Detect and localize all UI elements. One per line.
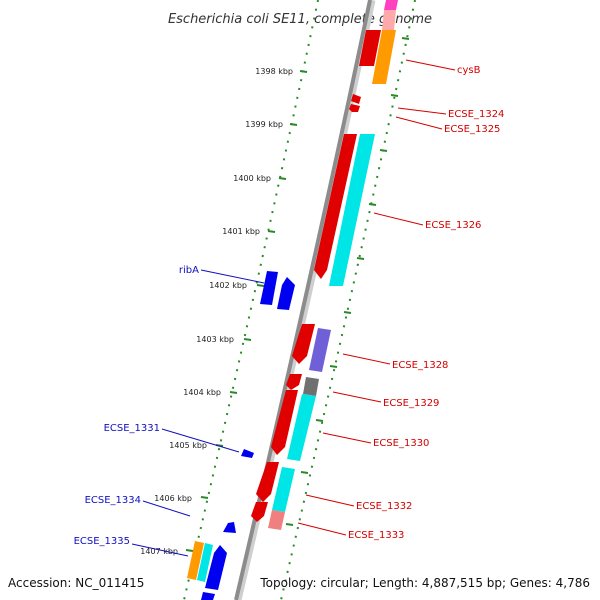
gene-label: cysB: [457, 65, 481, 76]
tick-label: 1406 kbp: [154, 494, 192, 503]
gene-label: ECSE_1328: [392, 360, 448, 371]
tick-mark: [343, 311, 352, 314]
reverse-cds-feature: [205, 545, 227, 590]
forward-cds-feature: [349, 104, 360, 112]
tick-mark: [285, 523, 294, 526]
forward-cds-feature: [314, 134, 357, 279]
gene-label: ECSE_1324: [448, 109, 504, 120]
tick-label: 1399 kbp: [245, 120, 283, 129]
tick-mark: [289, 123, 298, 126]
tick-label: 1400 kbp: [233, 174, 271, 183]
tick-labels: 1398 kbp 1399 kbp 1400 kbp 1401 kbp 1402…: [140, 67, 293, 556]
cog-feature-pink: [384, 0, 398, 10]
gene-label: ECSE_1330: [373, 438, 429, 449]
tick-mark: [299, 70, 308, 73]
cog-feature-purple: [309, 328, 331, 372]
tick-label: 1401 kbp: [222, 227, 260, 236]
leader-line: [142, 500, 191, 517]
cog-feature-salmon: [268, 510, 285, 530]
gene-label: ECSE_1329: [383, 398, 439, 409]
gene-label: ECSE_1325: [444, 124, 500, 135]
leader-line: [297, 522, 347, 536]
gene-labels: cysB ECSE_1324 ECSE_1325 ECSE_1326 ribA …: [74, 65, 505, 547]
reverse-cds-feature: [277, 277, 295, 310]
tick-label: 1407 kbp: [140, 547, 178, 556]
tick-label: 1405 kbp: [169, 441, 207, 450]
tick-label: 1404 kbp: [183, 388, 221, 397]
leader-line: [305, 494, 355, 507]
tick-mark: [229, 391, 238, 394]
tick-label: 1398 kbp: [255, 67, 293, 76]
gene-label: ECSE_1326: [425, 220, 481, 231]
tick-mark: [256, 284, 265, 287]
cog-feature-gray: [303, 377, 319, 396]
reverse-cds-feature: [223, 522, 236, 533]
tick-mark: [278, 177, 287, 180]
tick-mark: [356, 257, 365, 260]
forward-cds-feature: [351, 94, 361, 104]
forward-cds-feature: [292, 324, 315, 364]
tick-mark: [243, 338, 252, 341]
gene-label: ECSE_1333: [348, 530, 404, 541]
reverse-cds-feature: [197, 543, 213, 582]
gene-label: ECSE_1331: [104, 423, 160, 434]
gene-label: ECSE_1334: [85, 495, 141, 506]
tick-label: 1402 kbp: [209, 281, 247, 290]
leader-line: [131, 543, 189, 557]
cog-track: [268, 0, 398, 530]
tick-mark: [185, 549, 194, 552]
gene-label: ECSE_1335: [74, 536, 130, 547]
accession-text: Accession: NC_011415: [8, 576, 144, 590]
tick-label: 1403 kbp: [196, 335, 234, 344]
tick-mark: [300, 471, 309, 474]
reverse-cds-track: [187, 271, 295, 600]
leader-line: [161, 428, 240, 453]
topology-text: Topology: circular; Length: 4,887,515 bp…: [259, 576, 590, 590]
leader-line: [332, 391, 382, 403]
leader-line: [200, 269, 265, 284]
forward-cds-feature: [359, 30, 381, 66]
tick-mark: [267, 230, 276, 233]
forward-cds-track: [251, 30, 381, 522]
forward-cds-feature: [256, 462, 279, 502]
reverse-cds-feature: [241, 449, 254, 458]
tick-mark: [200, 496, 209, 499]
forward-cds-feature: [271, 390, 298, 455]
gene-label: ribA: [179, 265, 199, 276]
tick-mark: [315, 419, 324, 422]
leader-line: [342, 353, 391, 365]
tick-mark: [390, 94, 399, 97]
cog-feature-cyan: [287, 394, 316, 461]
tick-mark: [379, 149, 388, 152]
reverse-cds-feature: [201, 592, 215, 600]
outer-tick-marks: [285, 37, 410, 526]
leader-line: [373, 212, 424, 226]
leader-line: [395, 116, 443, 130]
label-leaders: [131, 59, 456, 557]
forward-cds-feature: [251, 502, 268, 522]
cog-feature-salmon: [382, 10, 396, 30]
cog-feature-cyan: [329, 134, 375, 286]
cog-feature-orange: [372, 30, 396, 84]
leader-line: [405, 59, 456, 71]
outer-dotted-ring: [280, 0, 416, 600]
tick-mark: [329, 365, 338, 368]
forward-cds-feature: [286, 374, 302, 390]
inner-dotted-ring: [183, 0, 319, 600]
leader-line: [322, 432, 372, 444]
tick-mark: [368, 203, 377, 206]
reverse-cds-feature: [187, 541, 204, 580]
cog-feature-cyan: [272, 467, 295, 512]
gene-label: ECSE_1332: [356, 501, 412, 512]
tick-mark: [401, 37, 410, 40]
leader-line: [397, 107, 447, 115]
reverse-cds-feature: [260, 271, 278, 305]
